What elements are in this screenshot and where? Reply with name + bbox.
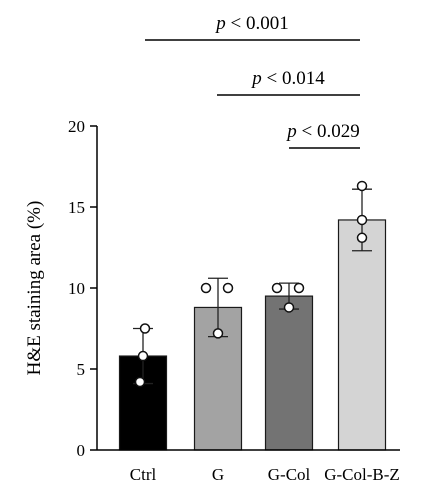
p-symbol: p <box>250 68 262 89</box>
significance-label: p < 0.029 <box>285 121 359 142</box>
data-point <box>139 323 151 334</box>
bars <box>118 219 387 451</box>
category-label: Ctrl <box>130 465 157 484</box>
y-ticks: 0 5 10 15 20 <box>68 117 97 460</box>
data-point <box>293 282 305 294</box>
y-tick-label: 20 <box>68 117 85 136</box>
p-value: < 0.014 <box>262 68 325 89</box>
p-value: < 0.001 <box>226 13 289 34</box>
data-point <box>283 302 295 313</box>
y-axis-title: H&E staining area (%) <box>24 201 45 376</box>
x-categories: Ctrl G G-Col G-Col-B-Z <box>130 465 400 484</box>
data-point <box>212 328 224 339</box>
data-point <box>134 376 146 388</box>
data-point <box>137 350 149 362</box>
data-point <box>356 232 368 244</box>
data-points <box>134 180 368 388</box>
category-label: G <box>212 465 224 484</box>
data-point <box>222 282 234 294</box>
y-tick-label: 15 <box>68 198 85 217</box>
bar-g-col-b-z <box>337 219 387 451</box>
data-point <box>356 180 368 192</box>
y-tick-label: 0 <box>77 441 86 460</box>
data-point <box>356 214 368 226</box>
p-symbol: p <box>285 121 297 142</box>
significance-label: p < 0.001 <box>214 13 288 34</box>
significance-label: p < 0.014 <box>250 68 325 89</box>
error-bars <box>133 188 372 385</box>
y-tick-label: 5 <box>77 360 86 379</box>
data-point <box>200 282 212 294</box>
data-point <box>271 282 283 294</box>
p-symbol: p <box>214 13 226 34</box>
y-tick-label: 10 <box>68 279 85 298</box>
category-label: G-Col <box>268 465 311 484</box>
bar-g-col <box>264 295 314 451</box>
category-label: G-Col-B-Z <box>324 465 400 484</box>
p-value: < 0.029 <box>297 121 360 142</box>
